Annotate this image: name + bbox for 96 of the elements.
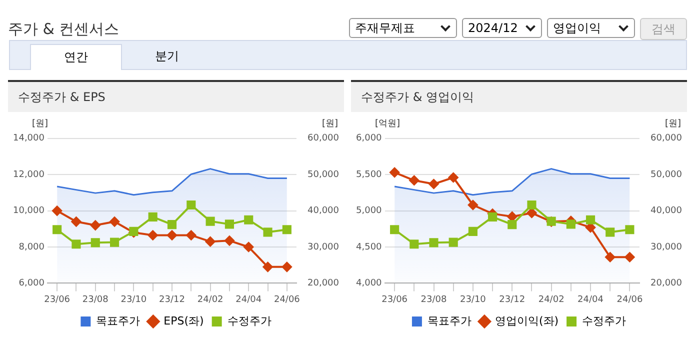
text: 주가 & 컨센서스 <box>8 20 120 39</box>
y-tick-label: 14,000 <box>12 134 45 144</box>
point <box>186 200 196 210</box>
point <box>606 228 615 237</box>
legend-label: EPS(좌) <box>164 314 204 328</box>
y-axis-title: [억원] <box>375 118 400 130</box>
y2-tick-label: 50,000 <box>650 170 682 180</box>
point <box>52 206 62 216</box>
y2-tick-label: 50,000 <box>308 170 340 180</box>
point <box>224 236 234 246</box>
legend-label: 수정주가 <box>227 314 272 328</box>
legend-label: 영업이익(좌) <box>494 314 559 328</box>
x-tick-label: 23/12 <box>159 294 185 305</box>
point <box>205 236 216 247</box>
y2-tick-label: 40,000 <box>650 206 682 216</box>
text: 2024/12 <box>468 21 518 35</box>
point <box>206 216 215 226</box>
x-tick-label: 23/12 <box>499 294 526 305</box>
text: 영업이익 <box>553 20 601 36</box>
y2-tick-label: 60,000 <box>650 134 682 144</box>
point <box>409 175 420 186</box>
point <box>71 216 82 227</box>
y2-tick-label: 30,000 <box>650 242 682 252</box>
point <box>468 226 478 236</box>
point <box>605 252 616 262</box>
text: 검색 <box>640 18 687 40</box>
y2-tick-label: 20,000 <box>650 278 682 289</box>
point <box>468 200 478 210</box>
point <box>72 240 81 249</box>
point <box>52 225 62 234</box>
point <box>410 240 419 249</box>
point <box>186 230 196 240</box>
y2-axis-title: [원] <box>664 118 681 130</box>
point <box>390 167 400 178</box>
legend-label: 목표주가 <box>96 314 140 328</box>
x-tick-label: 23/08 <box>420 294 447 305</box>
point <box>448 172 458 182</box>
x-tick-label: 23/06 <box>382 294 408 305</box>
point <box>448 238 458 247</box>
x-tick-label: 23/10 <box>120 294 147 305</box>
point <box>244 215 254 224</box>
x-tick-label: 23/10 <box>460 294 486 305</box>
point <box>167 220 177 230</box>
y-tick-label: 12,000 <box>12 170 45 180</box>
y-tick-label: 10,000 <box>12 206 45 216</box>
point <box>282 262 292 272</box>
point <box>90 220 100 230</box>
y-tick-label: 8,000 <box>18 242 45 252</box>
y-tick-label: 5,500 <box>356 170 382 180</box>
point <box>488 212 498 222</box>
chart-title: 수정주가 & EPS <box>8 80 344 112</box>
y-tick-label: 5,000 <box>356 206 382 216</box>
point <box>110 216 120 227</box>
y2-tick-label: 60,000 <box>308 134 340 144</box>
y-tick-label: 4,500 <box>356 242 382 252</box>
point <box>148 230 158 240</box>
y-axis-title: [원] <box>32 118 48 130</box>
x-tick-label: 24/06 <box>616 294 643 305</box>
point <box>429 238 438 248</box>
point <box>262 262 273 272</box>
text: 주재무제표 <box>355 20 415 36</box>
point <box>90 238 100 248</box>
y-tick-label: 4,000 <box>356 278 382 289</box>
chart-title: 수정주가 & 영업이익 <box>351 80 687 112</box>
text: 연간 <box>30 44 122 70</box>
point <box>224 220 234 229</box>
point <box>282 225 292 234</box>
point <box>148 212 158 222</box>
x-tick-label: 24/02 <box>538 294 564 305</box>
y2-tick-label: 40,000 <box>308 206 340 216</box>
point <box>624 252 635 262</box>
x-tick-label: 23/06 <box>44 294 70 305</box>
point <box>508 220 517 230</box>
point <box>527 200 536 210</box>
point <box>110 238 120 247</box>
x-tick-label: 24/04 <box>236 294 262 305</box>
y-tick-label: 6,000 <box>18 278 45 289</box>
x-tick-label: 23/08 <box>82 294 109 305</box>
point <box>167 230 177 240</box>
point <box>390 225 400 234</box>
point <box>566 220 576 229</box>
text: 분기 <box>154 48 180 65</box>
y2-axis-title: [원] <box>322 118 338 130</box>
y-tick-label: 6,000 <box>356 134 382 144</box>
point <box>586 215 596 224</box>
legend-label: 목표주가 <box>427 314 472 328</box>
y2-tick-label: 20,000 <box>308 278 340 289</box>
legend-label: 수정주가 <box>582 314 626 328</box>
point <box>428 179 439 190</box>
x-tick-label: 24/02 <box>197 294 224 305</box>
x-tick-label: 24/06 <box>274 294 300 305</box>
y2-tick-label: 30,000 <box>308 242 340 252</box>
point <box>625 225 634 234</box>
point <box>244 242 254 252</box>
x-tick-label: 24/04 <box>578 294 604 305</box>
point <box>263 228 272 237</box>
